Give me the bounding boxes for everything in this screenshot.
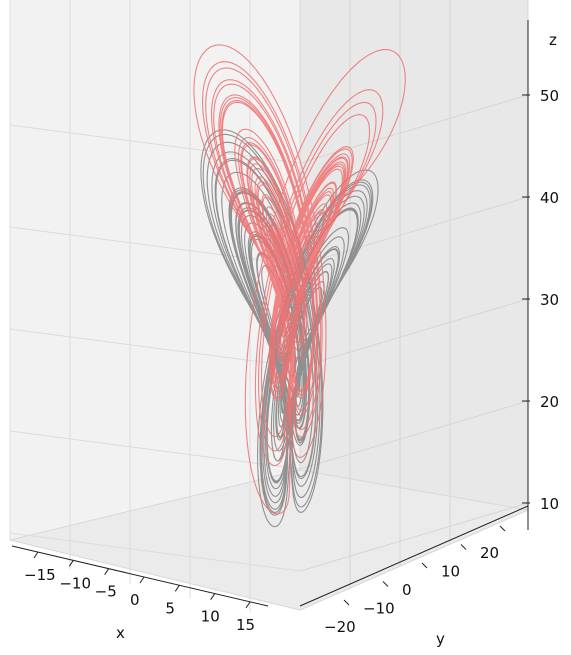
y-tick (460, 544, 467, 550)
x-tick (33, 551, 39, 559)
x-tick (245, 601, 251, 609)
y-tick (421, 562, 428, 569)
series-layer (193, 44, 406, 528)
x-tick (139, 576, 145, 584)
y-tick (343, 599, 350, 606)
z-tick-label: 20 (540, 393, 559, 411)
x-tick (68, 560, 74, 567)
x-tick-label: 5 (165, 599, 175, 617)
y-tick-label: 20 (480, 544, 499, 562)
z-tick-label: 30 (540, 291, 559, 309)
x-tick-label: 0 (130, 591, 140, 609)
grid-line (299, 502, 529, 572)
x-tick (104, 568, 110, 575)
x-tick-label: −15 (24, 566, 56, 584)
grid-line (299, 298, 529, 368)
series-red-trajectory (193, 44, 406, 515)
x-ticks: −15 −10 −5 0 5 10 15 (24, 551, 255, 634)
y-ticks: −20 −10 0 10 20 (324, 525, 506, 636)
x-tick (210, 593, 216, 600)
z-tick-label: 50 (540, 87, 559, 105)
y-tick (382, 581, 389, 587)
x-tick-label: −10 (59, 574, 91, 592)
y-tick-label: −20 (324, 618, 356, 636)
series-gray-trajectory (200, 129, 379, 528)
y-tick-label: −10 (363, 600, 395, 618)
z-axis-label: z (549, 31, 557, 49)
z-tick-label: 40 (540, 189, 559, 207)
y-tick-label: 0 (402, 581, 412, 599)
x-axis-line (11, 545, 269, 607)
z-ticks: 10 20 30 40 50 (522, 87, 559, 513)
x-tick-label: −5 (95, 583, 117, 601)
z-tick-label: 10 (540, 495, 559, 513)
y-tick-label: 10 (441, 563, 460, 581)
grid-line (9, 532, 301, 572)
x-tick-label: 10 (201, 608, 220, 626)
x-axis-label: x (116, 624, 125, 642)
y-axis-label: y (436, 630, 445, 648)
grid-line (9, 430, 301, 470)
x-tick (174, 585, 180, 592)
grid-line (9, 328, 301, 368)
grid-line (299, 400, 529, 470)
x-tick-label: 15 (236, 616, 255, 634)
y-axis-line (299, 505, 529, 607)
y-tick (499, 525, 506, 532)
